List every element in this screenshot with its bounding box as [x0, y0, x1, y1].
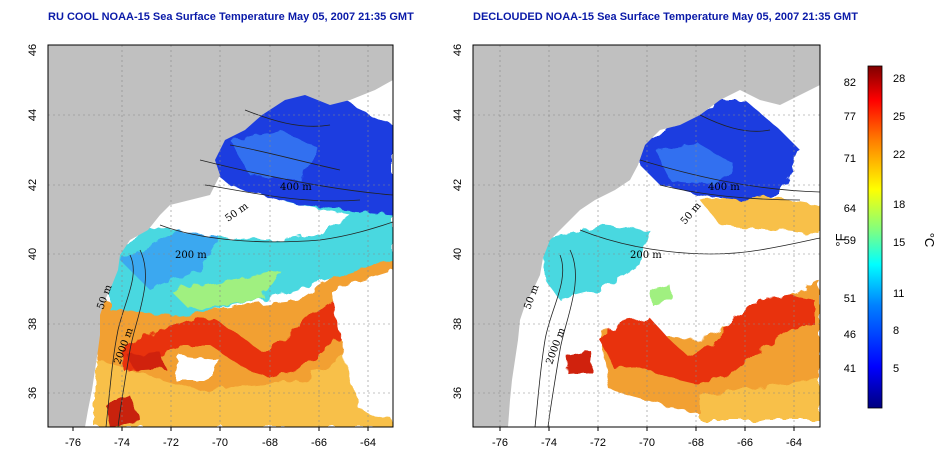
right-x-axis: -76 -74 -72 -70 -68 -66 -64: [492, 427, 802, 449]
right-panel-title: DECLOUDED NOAA-15 Sea Surface Temperatur…: [473, 11, 858, 23]
colorbar-c-label: 28: [893, 73, 905, 85]
left-x-tick-label: -76: [65, 437, 81, 449]
right-y-tick-label: 42: [452, 179, 464, 191]
colorbar-c-label: 5: [893, 363, 899, 375]
colorbar-c-label: 18: [893, 199, 905, 211]
colorbar-f-label: 64: [844, 203, 856, 215]
right-y-axis: 36 38 40 42 44 46: [452, 44, 464, 399]
right-contour-label-400: 400 m: [708, 182, 740, 193]
right-y-tick-label: 46: [452, 44, 464, 56]
colorbar-f-label: 41: [844, 363, 856, 375]
left-map: 400 m 50 m 200 m 50 m 2000 m: [48, 45, 393, 427]
left-x-tick-label: -66: [311, 437, 327, 449]
right-gulf-stream: [600, 295, 815, 385]
left-x-tick-label: -68: [262, 437, 278, 449]
left-x-axis: -76 -74 -72 -70 -68 -66 -64: [65, 427, 376, 449]
colorbar-unit-celsius: °C: [922, 233, 937, 248]
colorbar: 82 77 71 64 59 51 46 41 28 25 22 18 15 1…: [833, 65, 937, 409]
colorbar-f-label: 51: [844, 293, 856, 305]
left-y-tick-label: 42: [27, 179, 39, 191]
right-x-tick-label: -68: [688, 437, 704, 449]
right-y-tick-label: 36: [452, 387, 464, 399]
colorbar-c-label: 15: [893, 237, 905, 249]
colorbar-c-label: 22: [893, 149, 905, 161]
left-land: [48, 45, 393, 427]
left-gridlines: [48, 45, 393, 427]
left-gulf-stream: [120, 288, 393, 378]
left-y-axis: 36 38 40 42 44 46: [27, 44, 39, 399]
left-contour-label-200: 200 m: [175, 250, 207, 261]
left-x-tick-label: -64: [360, 437, 376, 449]
right-map: 400 m 50 m 200 m 50 m 2000 m: [473, 45, 820, 427]
colorbar-f-label: 77: [844, 111, 856, 123]
left-warm-eddy: [128, 352, 165, 370]
right-warm-band: [700, 195, 820, 235]
left-cool-water: [120, 230, 220, 290]
right-x-tick-label: -66: [737, 437, 753, 449]
left-green-water: [170, 270, 280, 310]
right-x-tick-label: -70: [639, 437, 655, 449]
colorbar-c-label: 25: [893, 111, 905, 123]
left-y-tick-label: 38: [27, 318, 39, 330]
colorbar-f-label: 46: [844, 329, 856, 341]
colorbar-f-label: 82: [844, 77, 856, 89]
right-green-patch: [650, 285, 672, 305]
right-y-tick-label: 40: [452, 248, 464, 260]
colorbar-scale: [867, 65, 883, 409]
colorbar-f-label: 71: [844, 153, 856, 165]
right-contours: [534, 114, 820, 427]
left-x-tick-label: -72: [163, 437, 179, 449]
colorbar-celsius-labels: 28 25 22 18 15 11 8 5: [893, 73, 905, 375]
left-contours: [105, 109, 393, 427]
right-y-tick-label: 38: [452, 318, 464, 330]
right-x-tick-label: -74: [541, 437, 557, 449]
left-y-tick-label: 44: [27, 109, 39, 121]
right-land: [473, 45, 820, 427]
right-x-tick-label: -72: [590, 437, 606, 449]
left-x-tick-label: -70: [212, 437, 228, 449]
left-x-tick-label: -74: [114, 437, 130, 449]
colorbar-fahrenheit-labels: 82 77 71 64 59 51 46 41: [844, 77, 856, 375]
left-y-tick-label: 36: [27, 387, 39, 399]
left-contour-label-400: 400 m: [280, 182, 312, 193]
left-hot-patch: [105, 395, 140, 427]
right-x-tick-label: -64: [786, 437, 802, 449]
right-yellow-water: [700, 380, 820, 420]
left-clouds: [150, 190, 393, 420]
right-cold-core: [655, 145, 735, 185]
right-y-tick-label: 44: [452, 109, 464, 121]
left-panel-title: RU COOL NOAA-15 Sea Surface Temperature …: [48, 11, 414, 23]
left-y-tick-label: 40: [27, 248, 39, 260]
right-warm-eddy: [565, 350, 592, 374]
colorbar-c-label: 8: [893, 325, 899, 337]
left-yellow-water: [95, 330, 393, 427]
colorbar-f-label: 59: [844, 235, 856, 247]
right-x-tick-label: -76: [492, 437, 508, 449]
right-contour-label-200: 200 m: [630, 250, 662, 261]
right-gridlines: [473, 45, 820, 427]
colorbar-unit-fahrenheit: °F: [833, 233, 848, 246]
colorbar-c-label: 11: [893, 288, 904, 300]
left-y-tick-label: 46: [27, 44, 39, 56]
